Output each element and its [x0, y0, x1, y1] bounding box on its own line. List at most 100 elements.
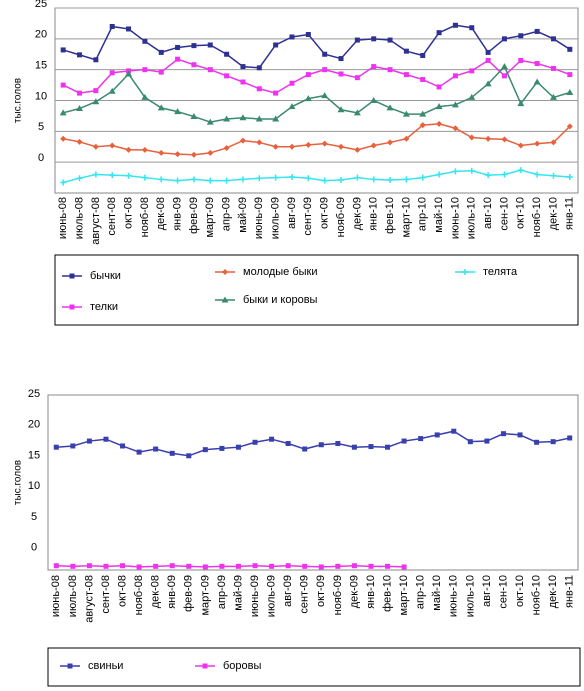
marker [353, 109, 361, 116]
x-tick-label: июнь-08 [57, 197, 69, 239]
marker [321, 140, 328, 147]
marker [436, 30, 442, 36]
marker [387, 37, 393, 43]
legend-label: телки [90, 301, 118, 313]
marker [550, 172, 557, 179]
marker [534, 171, 541, 178]
marker [175, 56, 181, 62]
x-tick-label: август-08 [90, 197, 102, 245]
marker [190, 113, 198, 120]
marker [337, 106, 345, 113]
marker [224, 51, 230, 57]
series-line [62, 24, 571, 69]
marker [191, 43, 197, 49]
marker [338, 143, 345, 150]
marker [175, 44, 181, 50]
marker [302, 446, 308, 452]
marker [272, 174, 279, 181]
marker [517, 142, 524, 149]
marker [288, 143, 295, 150]
marker [235, 563, 241, 569]
marker [202, 564, 208, 570]
marker [76, 105, 84, 112]
marker [272, 115, 280, 122]
marker [53, 444, 59, 450]
marker [158, 69, 164, 75]
x-tick-label: июнь-08 [50, 575, 62, 617]
marker [126, 26, 132, 32]
marker [566, 123, 573, 130]
x-tick-label: июль-09 [266, 575, 278, 617]
x-tick-label: окт-09 [315, 575, 327, 607]
marker [485, 172, 492, 179]
marker [223, 144, 230, 151]
marker [550, 36, 556, 42]
marker [76, 138, 83, 145]
y-tick-label: 25 [35, 0, 47, 10]
marker [468, 167, 475, 174]
x-tick-label: сент-08 [100, 575, 112, 614]
y-tick-label: 15 [28, 449, 40, 461]
x-tick-label: янв-11 [564, 197, 576, 230]
marker [223, 177, 230, 184]
marker [401, 564, 407, 570]
x-tick-label: сент-09 [299, 575, 311, 614]
marker [566, 88, 574, 95]
marker [239, 137, 246, 144]
marker [534, 140, 541, 147]
marker [403, 72, 409, 78]
marker [288, 103, 296, 110]
x-tick-label: март-09 [199, 575, 211, 616]
marker [500, 63, 508, 70]
marker [142, 67, 148, 73]
marker [92, 98, 100, 105]
marker [318, 564, 324, 570]
marker [157, 104, 165, 111]
marker [385, 444, 391, 450]
x-tick-label: дек-09 [351, 197, 363, 230]
marker [169, 450, 175, 456]
marker [141, 174, 148, 181]
marker [191, 62, 197, 68]
x-tick-label: дек-10 [547, 575, 559, 608]
x-tick-label: янв-09 [166, 575, 178, 609]
x-tick-label: нояб-08 [133, 575, 145, 615]
marker [468, 93, 476, 100]
x-tick-label: май-10 [431, 575, 443, 611]
marker [467, 439, 473, 445]
marker [368, 444, 374, 450]
marker [60, 179, 67, 186]
y-tick-label: 10 [28, 480, 40, 492]
marker [403, 176, 410, 183]
legend-marker [462, 269, 468, 275]
x-tick-label: авг-10 [482, 197, 494, 229]
y-axis-label: тыс.голов [13, 78, 24, 123]
marker [533, 78, 541, 85]
marker [174, 108, 182, 115]
series-line [56, 430, 570, 457]
marker [289, 80, 295, 86]
marker [153, 563, 159, 569]
marker [567, 435, 573, 441]
x-tick-label: сен-10 [497, 575, 509, 609]
x-tick-label: апр-09 [221, 197, 233, 231]
x-tick-label: авг-10 [481, 575, 493, 607]
x-tick-label: июнь-10 [449, 197, 461, 239]
marker [305, 72, 311, 78]
marker [141, 93, 149, 100]
marker [452, 125, 459, 132]
legend-marker [67, 663, 73, 669]
marker [434, 432, 440, 438]
marker [256, 139, 263, 146]
marker [256, 86, 262, 92]
marker [371, 64, 377, 70]
marker [387, 177, 394, 184]
x-tick-label: нояб-10 [531, 197, 543, 237]
marker [103, 436, 109, 442]
marker [174, 177, 181, 184]
x-tick-label: апр-10 [415, 575, 427, 609]
marker [86, 438, 92, 444]
marker [420, 77, 426, 83]
marker [202, 447, 208, 453]
marker [321, 92, 329, 99]
